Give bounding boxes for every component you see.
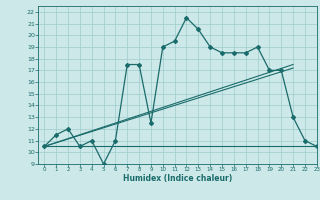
X-axis label: Humidex (Indice chaleur): Humidex (Indice chaleur) — [123, 174, 232, 183]
